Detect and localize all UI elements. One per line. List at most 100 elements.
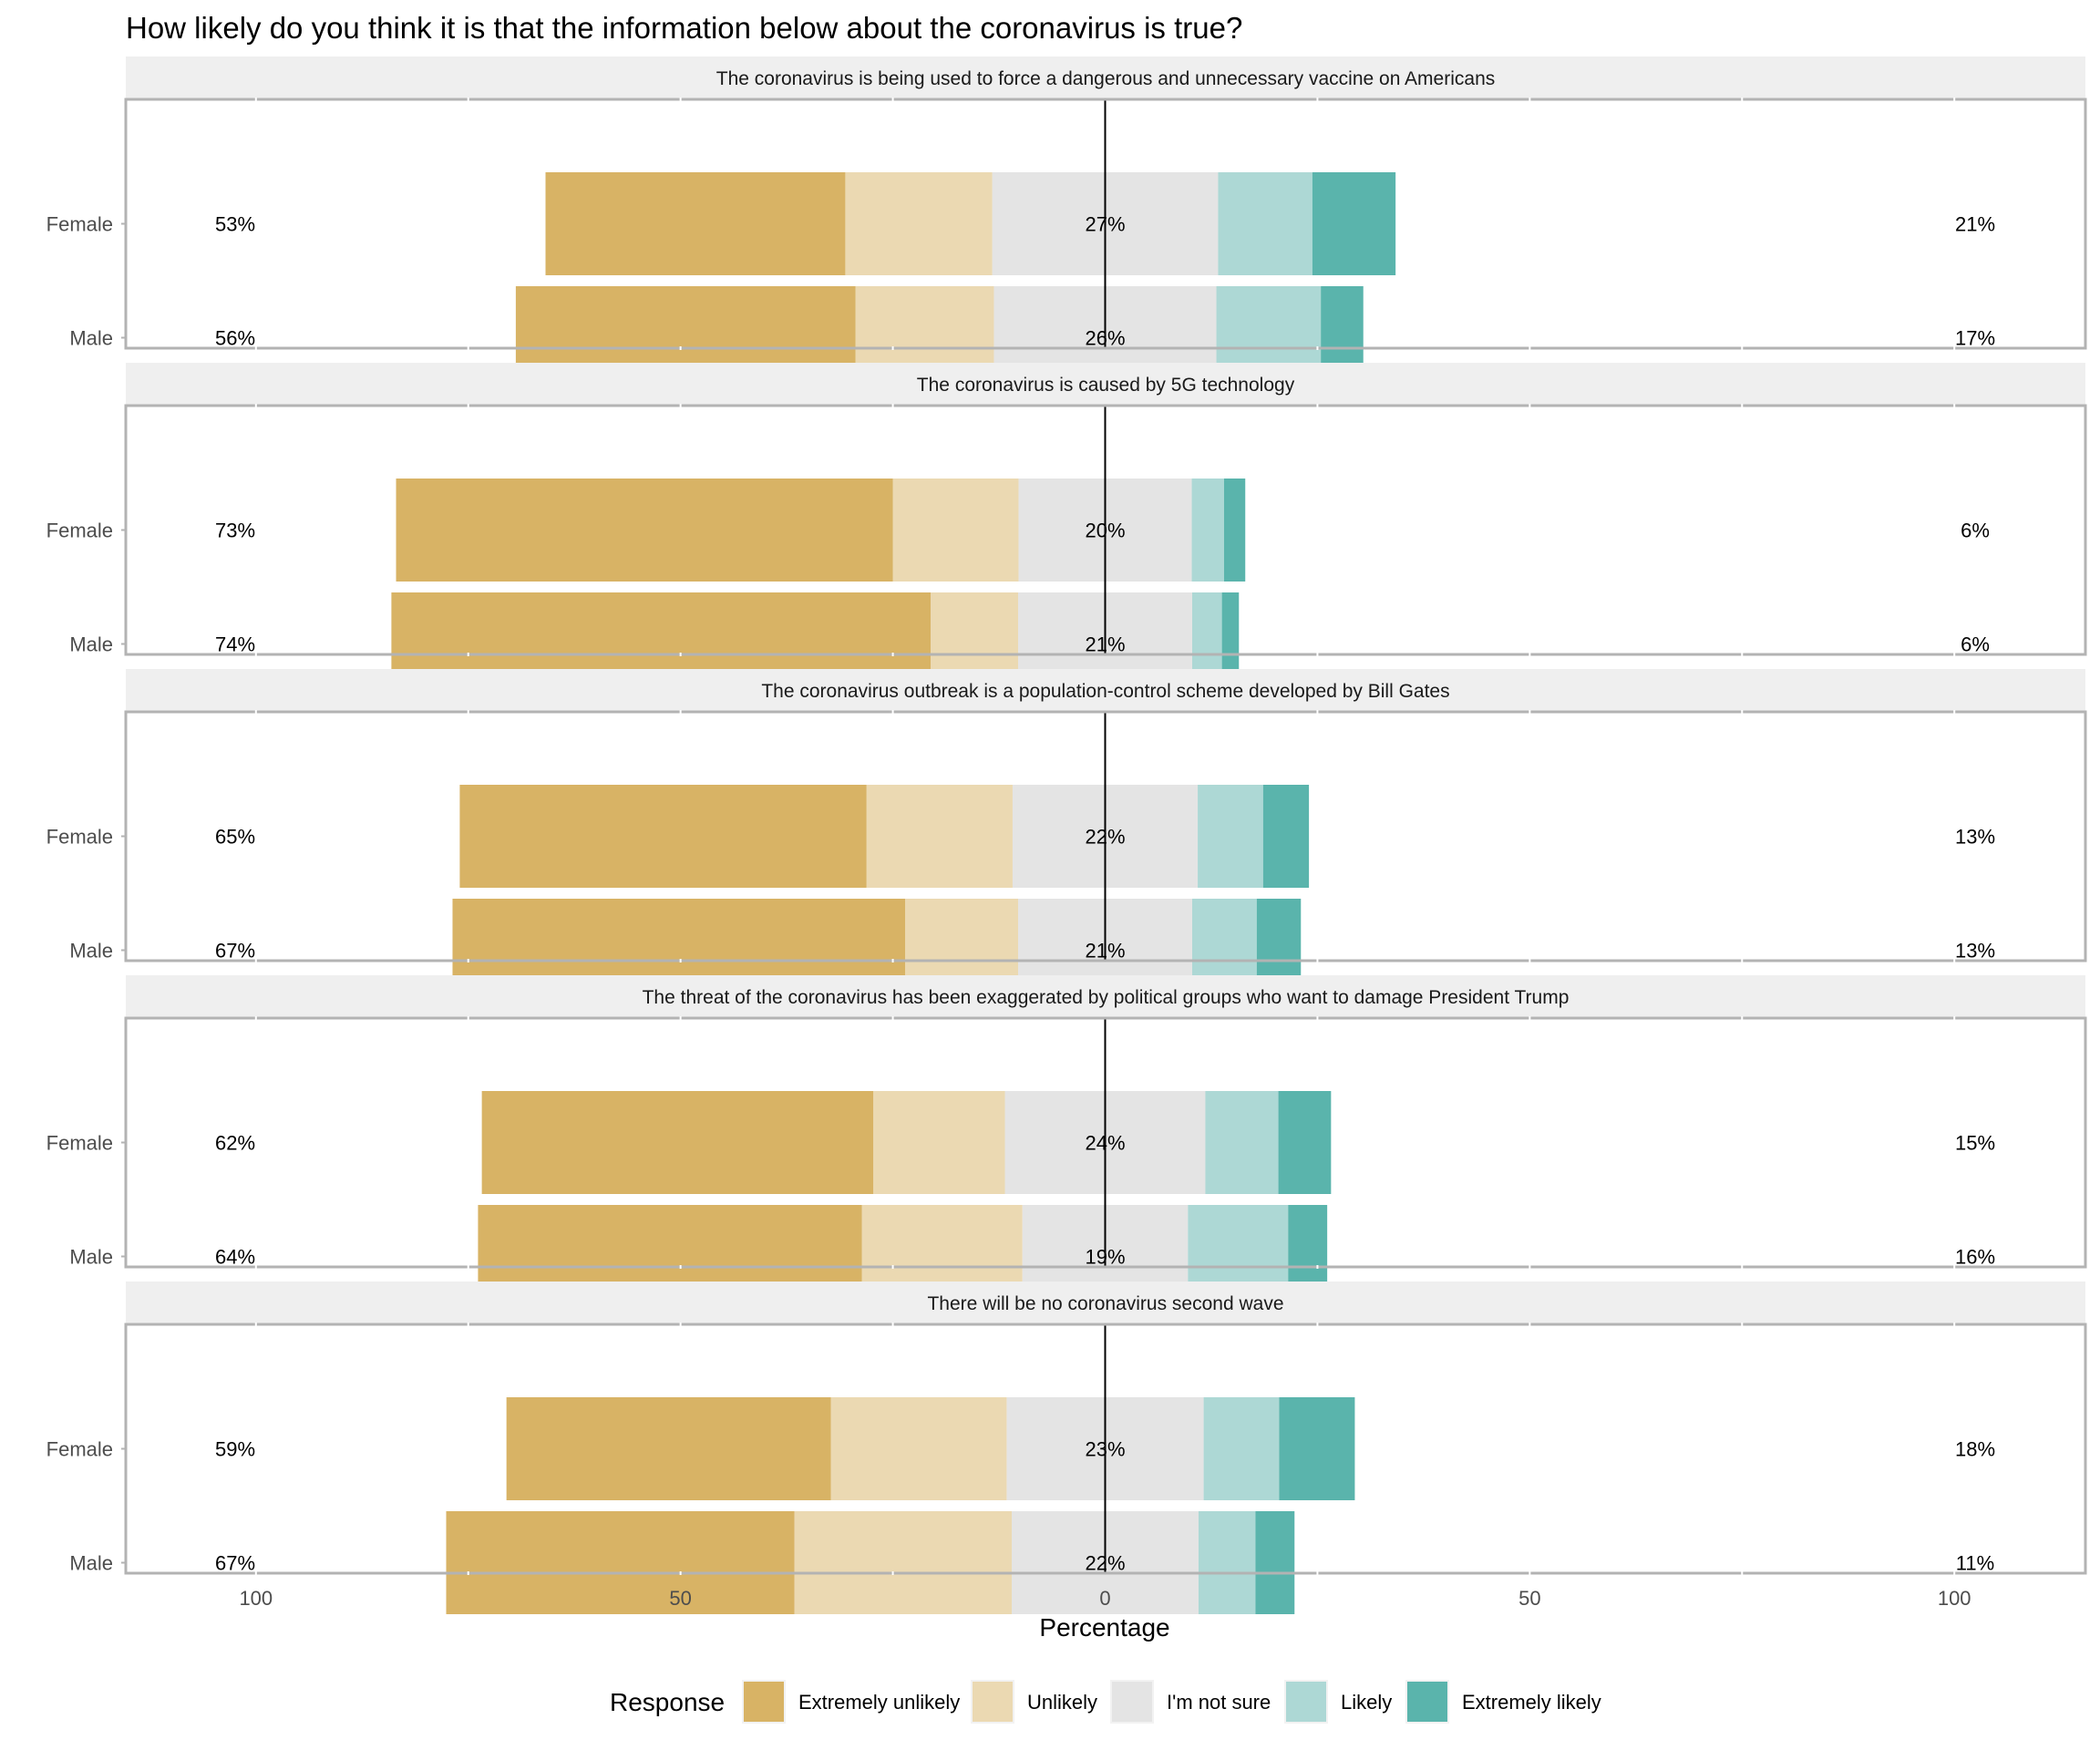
y-axis-label: Female bbox=[46, 1438, 113, 1461]
panel-border bbox=[124, 1016, 2087, 1269]
legend-label: Extremely unlikely bbox=[798, 1691, 960, 1714]
bar-segment-likely bbox=[1203, 1397, 1280, 1500]
bar-segment-likely bbox=[1191, 479, 1224, 582]
facet-panel-2: The coronavirus is caused by 5G technolo… bbox=[46, 363, 2087, 695]
bar-segment-extremely-likely bbox=[1262, 785, 1310, 888]
bar-segment-extremely-unlikely bbox=[481, 1091, 874, 1194]
facet-strip bbox=[126, 669, 2085, 712]
right-total-label: 13% bbox=[1955, 826, 1995, 849]
x-axis: 100 50 0 50 100 bbox=[239, 1587, 1971, 1610]
bar-segment-likely bbox=[1198, 785, 1263, 888]
bar-segment-extremely-likely bbox=[1312, 172, 1396, 275]
y-axis-label: Male bbox=[69, 1246, 113, 1269]
bar-segment-extremely-likely bbox=[1255, 1511, 1295, 1614]
facet-strip-label: The coronavirus is caused by 5G technolo… bbox=[917, 375, 1295, 396]
right-total-label: 18% bbox=[1955, 1438, 1995, 1461]
bar-segment-extremely-likely bbox=[1278, 1091, 1332, 1194]
left-total-label: 62% bbox=[215, 1132, 255, 1155]
right-total-label: 11% bbox=[1956, 1552, 1994, 1575]
legend-item: Extremely unlikely bbox=[742, 1680, 960, 1724]
facet-panel-5: There will be no coronavirus second wave… bbox=[46, 1282, 2087, 1614]
left-total-label: 74% bbox=[215, 633, 255, 656]
bar-segment-likely bbox=[1198, 1511, 1256, 1614]
facet-strip-label: The threat of the coronavirus has been e… bbox=[643, 987, 1570, 1008]
legend-label: I'm not sure bbox=[1167, 1691, 1271, 1714]
bar-segment-extremely-unlikely bbox=[506, 1397, 831, 1500]
facet-strip bbox=[126, 975, 2085, 1018]
right-total-label: 16% bbox=[1955, 1246, 1995, 1269]
bar-segment-extremely-likely bbox=[1279, 1397, 1355, 1500]
x-axis-label: Percentage bbox=[1039, 1613, 1169, 1642]
facet-strip bbox=[126, 363, 2085, 406]
legend-item: Unlikely bbox=[971, 1680, 1097, 1724]
bar-segment-likely bbox=[1218, 172, 1312, 275]
x-tick-label: 0 bbox=[1099, 1587, 1110, 1610]
bar-segment-unlikely bbox=[830, 1397, 1007, 1500]
left-total-label: 65% bbox=[215, 826, 255, 849]
y-axis-label: Female bbox=[46, 1132, 113, 1155]
bar-segment-likely bbox=[1205, 1091, 1279, 1194]
x-tick-label: 100 bbox=[1938, 1587, 1971, 1610]
legend-title: Response bbox=[610, 1688, 725, 1716]
y-axis-label: Male bbox=[69, 327, 113, 350]
x-tick-label: 100 bbox=[239, 1587, 273, 1610]
facet-strip-label: There will be no coronavirus second wave bbox=[927, 1293, 1283, 1314]
x-tick-label: 50 bbox=[669, 1587, 691, 1610]
bar-segment-unlikely bbox=[873, 1091, 1005, 1194]
legend-item: Likely bbox=[1284, 1680, 1392, 1724]
facet-strip-label: The coronavirus outbreak is a population… bbox=[761, 681, 1449, 702]
facet-panels: The coronavirus is being used to force a… bbox=[46, 57, 2087, 1614]
legend-swatch bbox=[1407, 1682, 1447, 1722]
right-total-label: 21% bbox=[1955, 213, 1995, 236]
y-axis-label: Male bbox=[69, 633, 113, 656]
facet-panel-1: The coronavirus is being used to force a… bbox=[46, 57, 2087, 389]
right-total-label: 17% bbox=[1955, 327, 1995, 350]
legend-swatch bbox=[744, 1682, 784, 1722]
y-axis-label: Female bbox=[46, 520, 113, 542]
legend-swatch bbox=[973, 1682, 1013, 1722]
right-total-label: 6% bbox=[1961, 633, 1990, 656]
panel-border bbox=[124, 98, 2087, 350]
chart-title: How likely do you think it is that the i… bbox=[126, 11, 1242, 45]
bar-segment-extremely-unlikely bbox=[459, 785, 867, 888]
legend-swatch bbox=[1112, 1682, 1152, 1722]
right-total-label: 6% bbox=[1961, 520, 1990, 542]
x-tick-label: 50 bbox=[1518, 1587, 1540, 1610]
bar-segment-unlikely bbox=[845, 172, 993, 275]
bar-segment-extremely-unlikely bbox=[396, 479, 893, 582]
left-total-label: 67% bbox=[215, 1552, 255, 1575]
left-total-label: 59% bbox=[215, 1438, 255, 1461]
facet-panel-4: The threat of the coronavirus has been e… bbox=[46, 975, 2087, 1308]
y-axis-label: Male bbox=[69, 940, 113, 962]
facet-panel-3: The coronavirus outbreak is a population… bbox=[46, 669, 2087, 1002]
legend: Response Extremely unlikely Unlikely I'm n… bbox=[610, 1680, 1601, 1724]
legend-label: Likely bbox=[1341, 1691, 1392, 1714]
panel-border bbox=[124, 710, 2087, 962]
panel-border bbox=[124, 404, 2087, 656]
y-axis-label: Male bbox=[69, 1552, 113, 1575]
right-total-label: 15% bbox=[1955, 1132, 1995, 1155]
bar-segment-extremely-likely bbox=[1223, 479, 1246, 582]
left-total-label: 64% bbox=[215, 1246, 255, 1269]
facet-strip-label: The coronavirus is being used to force a… bbox=[716, 68, 1496, 89]
left-total-label: 53% bbox=[215, 213, 255, 236]
right-total-label: 13% bbox=[1955, 940, 1995, 962]
facet-strip bbox=[126, 57, 2085, 99]
bar-segment-extremely-unlikely bbox=[446, 1511, 795, 1614]
legend-label: Extremely likely bbox=[1462, 1691, 1601, 1714]
left-total-label: 56% bbox=[215, 327, 255, 350]
bar-segment-unlikely bbox=[892, 479, 1019, 582]
bar-segment-unlikely bbox=[794, 1511, 1013, 1614]
facet-strip bbox=[126, 1282, 2085, 1324]
legend-item: I'm not sure bbox=[1110, 1680, 1271, 1724]
left-total-label: 67% bbox=[215, 940, 255, 962]
legend-swatch bbox=[1286, 1682, 1326, 1722]
left-total-label: 73% bbox=[215, 520, 255, 542]
bar-segment-unlikely bbox=[866, 785, 1013, 888]
legend-item: Extremely likely bbox=[1405, 1680, 1601, 1724]
bar-segment-extremely-unlikely bbox=[545, 172, 846, 275]
y-axis-label: Female bbox=[46, 213, 113, 236]
legend-label: Unlikely bbox=[1027, 1691, 1097, 1714]
panel-border bbox=[124, 1323, 2087, 1575]
